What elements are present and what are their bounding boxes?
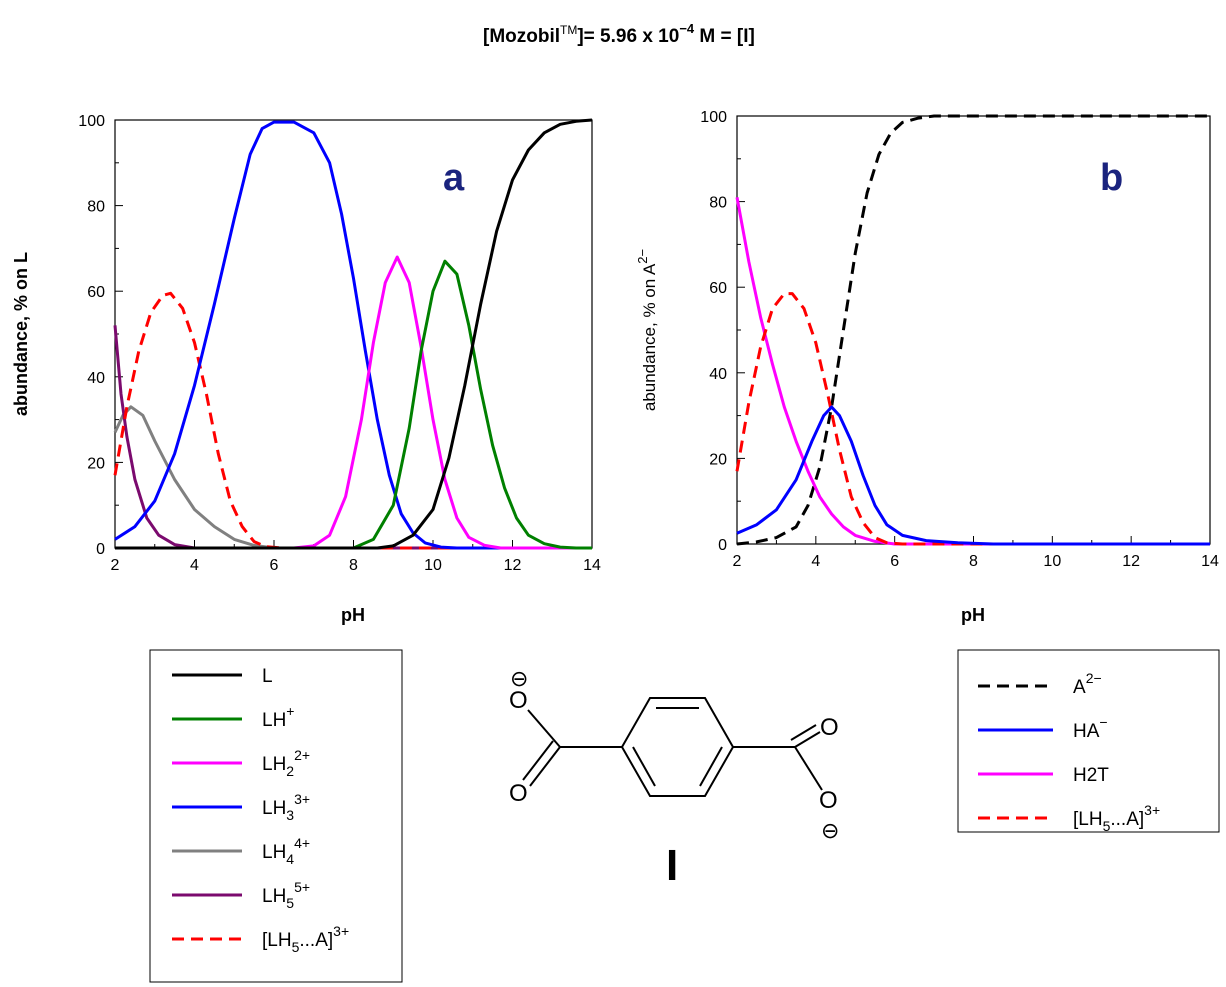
- series-line-a-lh: [115, 259, 592, 550]
- ring-double-bond-right: [699, 746, 723, 787]
- legend-a-label-lh: LH+: [262, 703, 294, 731]
- y-tick-label-b-100: 100: [700, 109, 727, 126]
- y-tick-label-a-60: 60: [87, 284, 105, 301]
- x-tick-label-a-8: 8: [349, 557, 358, 574]
- chart-panel-a: 2 4 6 8 10 12 14 0 20 40 60 80 100 a pH abundance, %…: [11, 113, 601, 625]
- y-tick-label-a-0: 0: [96, 541, 105, 558]
- atom-o-bottom-left: O: [509, 780, 528, 807]
- legend-b-label-ha: HA−: [1073, 714, 1108, 742]
- x-tick-label-a-4: 4: [190, 557, 199, 574]
- axes-b: 2 4 6 8 10 12 14 0 20 40 60 80 100: [700, 109, 1219, 570]
- y-tick-label-a-20: 20: [87, 455, 105, 472]
- y-axis-label-b: abundance, % on A2−: [635, 249, 659, 411]
- molecule-label: I: [666, 841, 678, 890]
- x-tick-label-b-6: 6: [890, 553, 899, 570]
- series-line-a-l: [115, 118, 593, 550]
- charge-bottom-right: ⊖: [821, 818, 839, 843]
- bond-c-o-up-right: [794, 731, 821, 748]
- legend-b: A2− HA− H2T [LH5...A]3+: [957, 649, 1220, 834]
- legend-a-box: [149, 649, 403, 983]
- legend-a-label-lh5: LH55+: [262, 879, 310, 911]
- y-tick-label-a-80: 80: [87, 199, 105, 216]
- x-tick-label-a-12: 12: [504, 557, 522, 574]
- legend-b-box: [957, 649, 1220, 833]
- legend-b-label-h2t: H2T: [1073, 765, 1109, 786]
- x-tick-label-a-10: 10: [424, 557, 442, 574]
- legend-a: L LH+ LH22+ LH33+ LH44+ LH55+ [LH5...A]3+: [149, 649, 403, 983]
- axes-a: 2 4 6 8 10 12 14 0 20 40 60 80 100: [78, 113, 601, 574]
- y-tick-label-b-0: 0: [718, 537, 727, 554]
- y-tick-label-b-40: 40: [709, 366, 727, 383]
- panel-label-a: a: [443, 157, 465, 199]
- series-line-a-lh2: [115, 255, 592, 550]
- molecule-atoms: O ⊖ O O O ⊖ I: [509, 666, 839, 890]
- y-tick-label-a-40: 40: [87, 370, 105, 387]
- bond-c-o-down-right: [794, 746, 823, 791]
- x-tick-label-b-8: 8: [969, 553, 978, 570]
- series-group-a: [113, 118, 593, 550]
- panel-label-b: b: [1100, 157, 1123, 199]
- atom-o-bottom-right: O: [819, 787, 838, 814]
- legend-b-label-a: A2−: [1073, 670, 1102, 698]
- x-tick-label-b-4: 4: [811, 553, 820, 570]
- legend-b-label-lh5a: [LH5...A]3+: [1073, 802, 1160, 834]
- bond-c-o-down-left-double: [522, 740, 554, 781]
- figure-title: [MozobilTM]= 5.96 x 10−4 M = [I]: [483, 21, 755, 47]
- y-tick-label-a-100: 100: [78, 113, 105, 130]
- y-axis-label-a: abundance, % on L: [11, 252, 31, 416]
- molecule-terephthalate: [522, 697, 823, 797]
- series-line-a-lh5: [113, 325, 592, 550]
- legend-a-label-lh4: LH44+: [262, 835, 310, 867]
- x-tick-label-a-2: 2: [111, 557, 120, 574]
- atom-o-top-right: O: [820, 714, 839, 741]
- plot-frame-b: [736, 115, 1211, 545]
- x-tick-label-b-10: 10: [1043, 553, 1061, 570]
- plot-frame-a: [114, 119, 593, 549]
- legend-a-label-lh5a: [LH5...A]3+: [262, 923, 349, 955]
- legend-a-label-lh2: LH22+: [262, 747, 310, 779]
- series-line-a-lh5a: [113, 291, 592, 550]
- y-tick-label-b-80: 80: [709, 195, 727, 212]
- x-tick-label-a-6: 6: [270, 557, 279, 574]
- bond-c-o-down-left: [529, 746, 561, 787]
- ring-double-bond-left: [632, 746, 656, 787]
- series-line-a-lh4: [113, 405, 592, 550]
- y-tick-label-b-20: 20: [709, 451, 727, 468]
- x-axis-label-b: pH: [961, 605, 985, 625]
- series-line-b-lh5a: [735, 292, 1210, 546]
- series-group-b: [735, 114, 1210, 546]
- charge-top-left: ⊖: [510, 666, 528, 691]
- y-tick-label-b-60: 60: [709, 280, 727, 297]
- legend-a-label-lh3: LH33+: [262, 791, 310, 823]
- series-line-b-h2t: [735, 197, 1210, 546]
- x-tick-label-b-14: 14: [1201, 553, 1219, 570]
- atom-o-top-left: O: [509, 687, 528, 714]
- x-tick-label-a-14: 14: [583, 557, 601, 574]
- bond-c-o-up-left: [527, 709, 561, 748]
- benzene-ring: [620, 697, 735, 797]
- bond-c-o-up-right-double: [790, 724, 817, 741]
- series-line-a-lh3: [114, 120, 592, 550]
- legend-a-label-l: L: [262, 666, 273, 687]
- series-line-b-a: [736, 114, 1210, 546]
- series-line-b-ha: [736, 405, 1210, 546]
- chart-panel-b: 2 4 6 8 10 12 14 0 20 40 60 80 100 b pH abundance, %…: [635, 109, 1219, 625]
- x-axis-label-a: pH: [341, 605, 365, 625]
- x-tick-label-b-2: 2: [733, 553, 742, 570]
- x-tick-label-b-12: 12: [1122, 553, 1140, 570]
